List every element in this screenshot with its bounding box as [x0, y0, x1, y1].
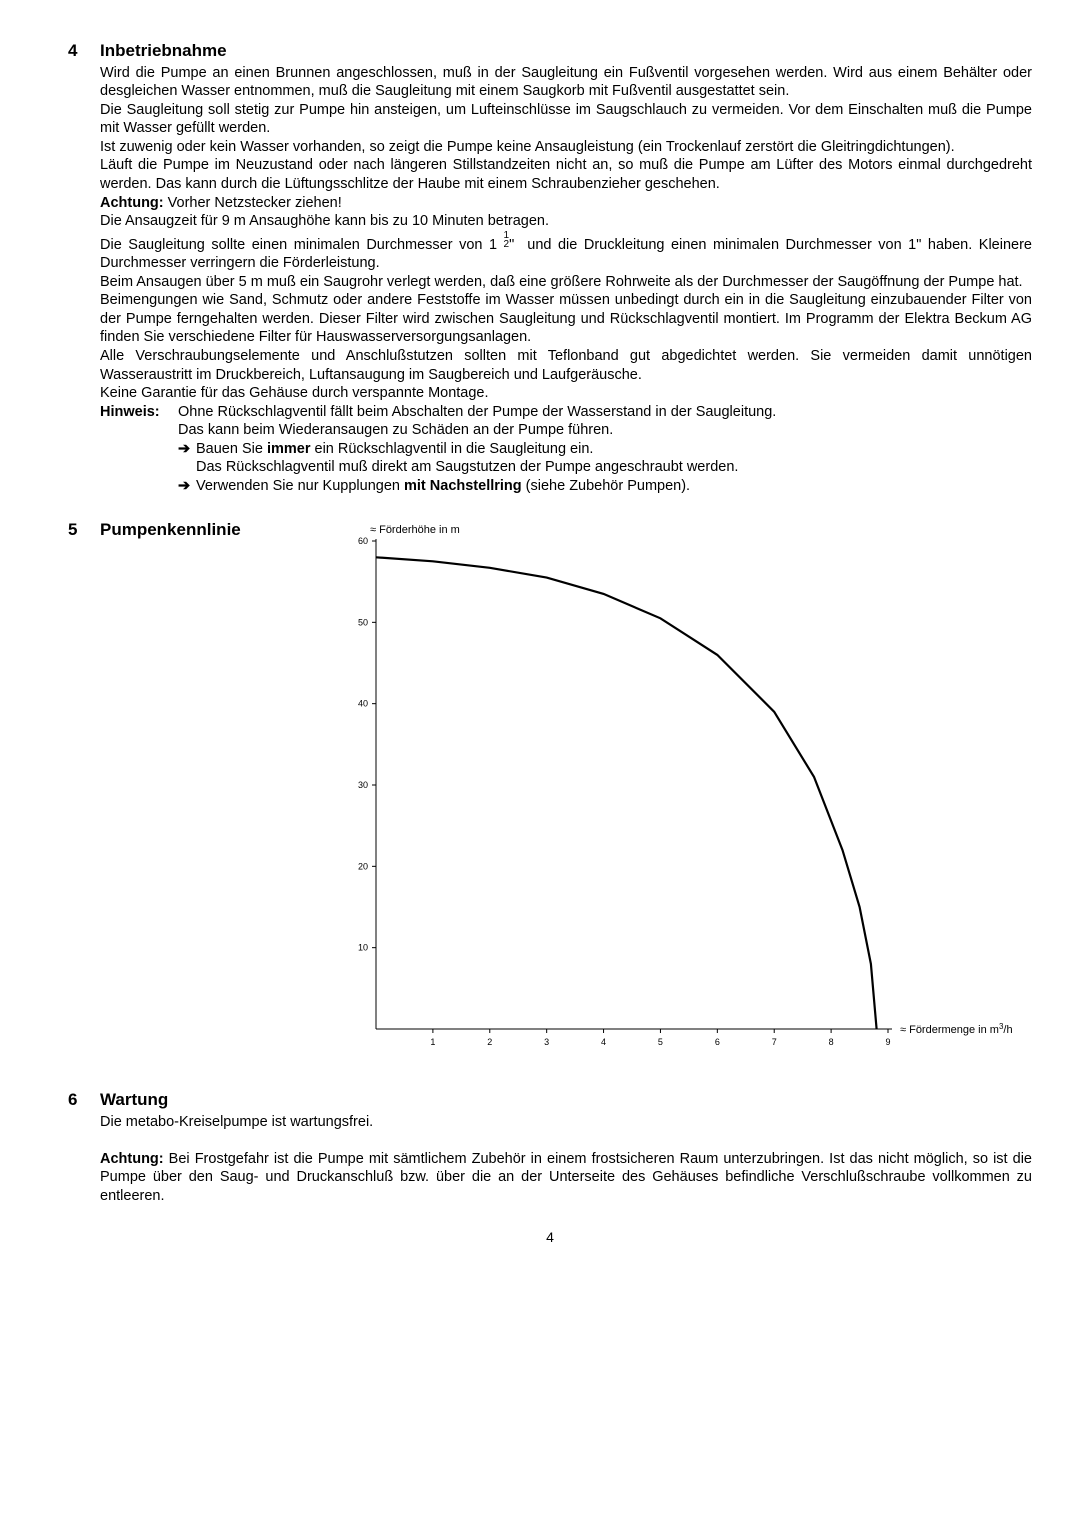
- bullet-2-text: Verwenden Sie nur Kupplungen mit Nachste…: [196, 477, 1032, 496]
- bullet-1: ➔ Bauen Sie immer ein Rückschlagventil i…: [178, 440, 1032, 459]
- svg-text:20: 20: [358, 862, 368, 872]
- svg-text:30: 30: [358, 780, 368, 790]
- section-5: 5 Pumpenkennlinie ≈ Förderhöhe in m 10 20 3…: [68, 519, 1032, 1065]
- section-4-title: Inbetriebnahme: [100, 40, 227, 62]
- section-4-body-text: Wird die Pumpe an einen Brunnen angeschl…: [100, 64, 1032, 403]
- section-4-num: 4: [68, 40, 100, 62]
- section-6-num: 6: [68, 1089, 100, 1111]
- svg-text:5: 5: [658, 1037, 663, 1047]
- page-number: 4: [68, 1229, 1032, 1247]
- bullet-2: ➔ Verwenden Sie nur Kupplungen mit Nachs…: [178, 477, 1032, 496]
- section-6: 6 Wartung Die metabo-Kreiselpumpe ist wa…: [68, 1089, 1032, 1205]
- section-5-num: 5: [68, 519, 100, 541]
- hinweis-line1: Ohne Rückschlagventil fällt beim Abschal…: [178, 404, 776, 420]
- svg-text:60: 60: [358, 536, 368, 546]
- svg-text:2: 2: [487, 1037, 492, 1047]
- hinweis-body: Ohne Rückschlagventil fällt beim Abschal…: [178, 403, 1032, 440]
- section-4: 4 Inbetriebnahme Wird die Pumpe an einen…: [68, 40, 1032, 495]
- pump-chart-svg: ≈ Förderhöhe in m 10 20 30 40 50 60 1 2 3 4 5 6 7 8 9 ≈ …: [338, 519, 1038, 1059]
- hinweis-line2: Das kann beim Wiederansaugen zu Schäden …: [178, 422, 613, 438]
- bullet-1-cont: Das Rückschlagventil muß direkt am Saugs…: [196, 458, 1032, 477]
- svg-text:1: 1: [430, 1037, 435, 1047]
- svg-text:≈ Förderhöhe in m: ≈ Förderhöhe in m: [370, 524, 460, 536]
- section-6-body: Die metabo-Kreiselpumpe ist wartungsfrei…: [100, 1113, 1032, 1206]
- svg-text:40: 40: [358, 699, 368, 709]
- hinweis-label: Hinweis:: [100, 403, 178, 440]
- svg-text:7: 7: [772, 1037, 777, 1047]
- section-4-body: Wird die Pumpe an einen Brunnen angeschl…: [100, 64, 1032, 496]
- section-4-header: 4 Inbetriebnahme: [68, 40, 1032, 62]
- section-5-title: Pumpenkennlinie: [100, 519, 241, 541]
- svg-text:≈ Fördermenge in m3/h: ≈ Fördermenge in m3/h: [900, 1022, 1013, 1037]
- svg-text:8: 8: [829, 1037, 834, 1047]
- section-5-header: 5 Pumpenkennlinie: [68, 519, 306, 541]
- arrow-icon: ➔: [178, 440, 196, 459]
- pump-chart: ≈ Förderhöhe in m 10 20 30 40 50 60 1 2 3 4 5 6 7 8 9 ≈ …: [338, 519, 1038, 1065]
- svg-text:6: 6: [715, 1037, 720, 1047]
- hinweis-row: Hinweis: Ohne Rückschlagventil fällt bei…: [100, 403, 1032, 440]
- section-6-header: 6 Wartung: [68, 1089, 1032, 1111]
- bullet-1-text: Bauen Sie immer ein Rückschlagventil in …: [196, 440, 1032, 459]
- svg-text:4: 4: [601, 1037, 606, 1047]
- svg-text:3: 3: [544, 1037, 549, 1047]
- svg-text:9: 9: [885, 1037, 890, 1047]
- arrow-icon: ➔: [178, 477, 196, 496]
- section-6-body-text: Die metabo-Kreiselpumpe ist wartungsfrei…: [100, 1113, 1032, 1206]
- svg-text:50: 50: [358, 618, 368, 628]
- svg-text:10: 10: [358, 943, 368, 953]
- section-6-title: Wartung: [100, 1089, 168, 1111]
